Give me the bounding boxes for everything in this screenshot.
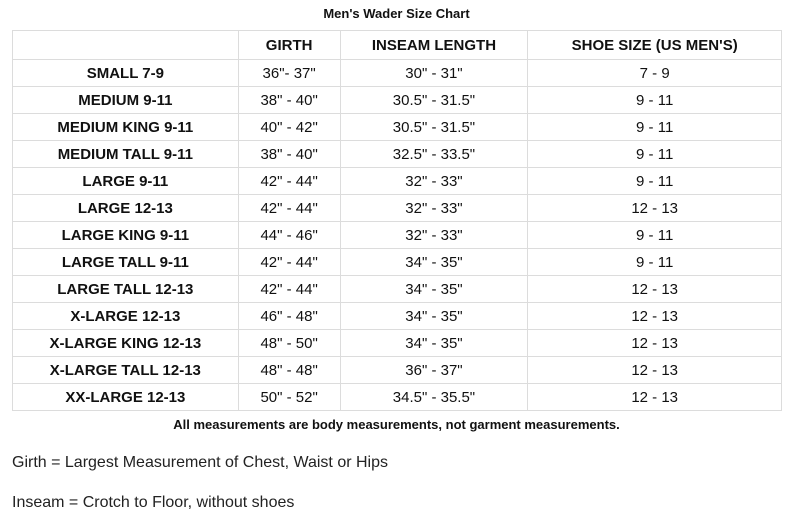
table-cell: 12 - 13 xyxy=(527,194,782,222)
table-cell: 9 - 11 xyxy=(527,86,782,114)
header-row: GIRTH INSEAM LENGTH SHOE SIZE (US MEN'S) xyxy=(12,30,782,60)
header-cell: GIRTH xyxy=(237,30,341,60)
table-cell: 46" - 48" xyxy=(237,302,341,330)
size-label: X-LARGE KING 12-13 xyxy=(12,329,239,357)
table-cell: 32" - 33" xyxy=(339,194,529,222)
table-body: SMALL 7-9 36"- 37" 30" - 31" 7 - 9 MEDIUM 9-… xyxy=(12,59,782,411)
table-row: LARGE 12-13 42" - 44" 32" - 33" 12 - 13 xyxy=(12,194,782,222)
table-cell: 12 - 13 xyxy=(527,302,782,330)
table-row: X-LARGE 12-13 46" - 48" 34" - 35" 12 - 13 xyxy=(12,302,782,330)
table-cell: 9 - 11 xyxy=(527,221,782,249)
table-row: XX-LARGE 12-13 50" - 52" 34.5" - 35.5" 12 -… xyxy=(12,383,782,411)
table-row: MEDIUM KING 9-11 40" - 42" 30.5" - 31.5" 9 … xyxy=(12,113,782,141)
table-cell: 9 - 11 xyxy=(527,113,782,141)
table-cell: 9 - 11 xyxy=(527,140,782,168)
table-row: SMALL 7-9 36"- 37" 30" - 31" 7 - 9 xyxy=(12,59,782,87)
table-cell: 34" - 35" xyxy=(339,248,529,276)
table-cell: 44" - 46" xyxy=(237,221,341,249)
size-label: LARGE 9-11 xyxy=(12,167,239,195)
table-cell: 34.5" - 35.5" xyxy=(339,383,529,411)
table-cell: 9 - 11 xyxy=(527,167,782,195)
table-row: LARGE TALL 12-13 42" - 44" 34" - 35" 12 - 1… xyxy=(12,275,782,303)
size-label: MEDIUM 9-11 xyxy=(12,86,239,114)
table-cell: 42" - 44" xyxy=(237,167,341,195)
header-cell: SHOE SIZE (US MEN'S) xyxy=(527,30,782,60)
size-label: XX-LARGE 12-13 xyxy=(12,383,239,411)
paragraph: Girth = Largest Measurement of Chest, Wa… xyxy=(12,454,388,471)
table-cell: 32" - 33" xyxy=(339,167,529,195)
table-row: X-LARGE TALL 12-13 48" - 48" 36" - 37" 12 -… xyxy=(12,356,782,384)
size-label: SMALL 7-9 xyxy=(12,59,239,87)
table-cell: 34" - 35" xyxy=(339,329,529,357)
table-cell: 42" - 44" xyxy=(237,275,341,303)
table-cell: 12 - 13 xyxy=(527,329,782,357)
table-row: MEDIUM 9-11 38" - 40" 30.5" - 31.5" 9 - 11 xyxy=(12,86,782,114)
table-cell: 34" - 35" xyxy=(339,275,529,303)
table-cell: 32" - 33" xyxy=(339,221,529,249)
table-cell: 32.5" - 33.5" xyxy=(339,140,529,168)
table-cell: 12 - 13 xyxy=(527,356,782,384)
header-cell: INSEAM LENGTH xyxy=(339,30,529,60)
table-cell: 30.5" - 31.5" xyxy=(339,86,529,114)
size-label: LARGE 12-13 xyxy=(12,194,239,222)
table-cell: 42" - 44" xyxy=(237,194,341,222)
size-label: X-LARGE TALL 12-13 xyxy=(12,356,239,384)
table-cell: 48" - 48" xyxy=(237,356,341,384)
chart-title: Men's Wader Size Chart xyxy=(323,6,470,21)
size-label: LARGE TALL 9-11 xyxy=(12,248,239,276)
size-label: LARGE KING 9-11 xyxy=(12,221,239,249)
table-row: LARGE 9-11 42" - 44" 32" - 33" 9 - 11 xyxy=(12,167,782,195)
table-cell: 12 - 13 xyxy=(527,275,782,303)
table-cell: 7 - 9 xyxy=(527,59,782,87)
size-label: MEDIUM KING 9-11 xyxy=(12,113,239,141)
table-cell: 34" - 35" xyxy=(339,302,529,330)
table-cell: 30.5" - 31.5" xyxy=(339,113,529,141)
table-cell: 48" - 50" xyxy=(237,329,341,357)
table-row: LARGE KING 9-11 44" - 46" 32" - 33" 9 - 11 xyxy=(12,221,782,249)
table-cell: 36"- 37" xyxy=(237,59,341,87)
table-cell: 38" - 40" xyxy=(237,140,341,168)
size-label: X-LARGE 12-13 xyxy=(12,302,239,330)
size-label: MEDIUM TALL 9-11 xyxy=(12,140,239,168)
size-table: GIRTH INSEAM LENGTH SHOE SIZE (US MEN'S) S… xyxy=(12,30,782,411)
table-cell: 30" - 31" xyxy=(339,59,529,87)
table-row: MEDIUM TALL 9-11 38" - 40" 32.5" - 33.5" 9 … xyxy=(12,140,782,168)
table-cell: 50" - 52" xyxy=(237,383,341,411)
table-cell: 12 - 13 xyxy=(527,383,782,411)
table-cell: 9 - 11 xyxy=(527,248,782,276)
table-cell: 36" - 37" xyxy=(339,356,529,384)
table-cell: 38" - 40" xyxy=(237,86,341,114)
table-row: LARGE TALL 9-11 42" - 44" 34" - 35" 9 - 11 xyxy=(12,248,782,276)
table-cell: 40" - 42" xyxy=(237,113,341,141)
table-header: GIRTH INSEAM LENGTH SHOE SIZE (US MEN'S) xyxy=(12,30,782,60)
header-cell xyxy=(12,30,239,60)
table-row: X-LARGE KING 12-13 48" - 50" 34" - 35" 12 -… xyxy=(12,329,782,357)
paragraph: Inseam = Crotch to Floor, without shoes xyxy=(12,494,295,511)
size-label: LARGE TALL 12-13 xyxy=(12,275,239,303)
footnote: All measurements are body measurements, … xyxy=(173,417,620,432)
table-cell: 42" - 44" xyxy=(237,248,341,276)
